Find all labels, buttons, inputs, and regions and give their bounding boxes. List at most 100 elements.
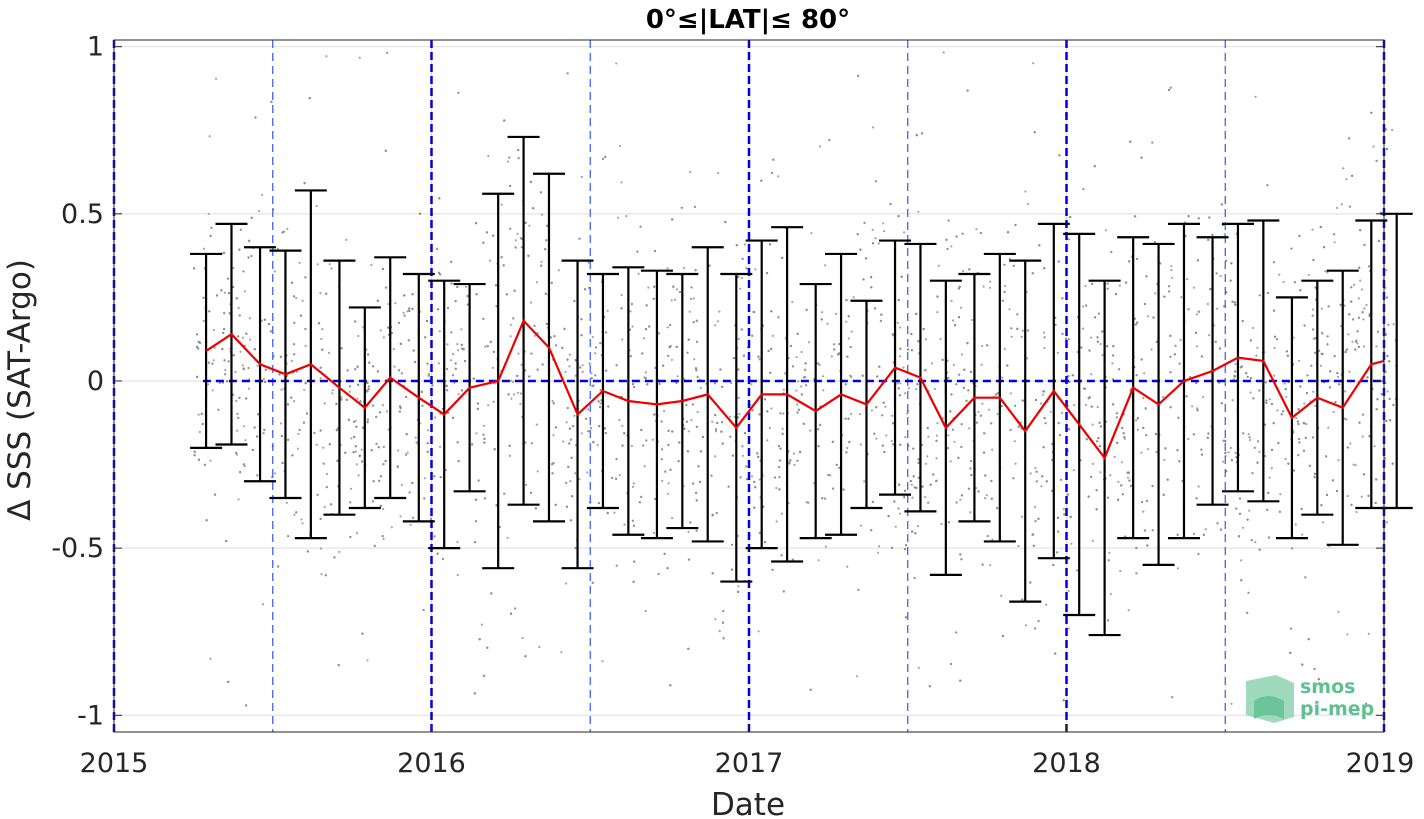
scatter-point — [966, 89, 969, 92]
scatter-point — [516, 232, 519, 235]
scatter-point — [795, 389, 798, 392]
scatter-point — [1336, 206, 1339, 210]
scatter-point — [370, 449, 373, 452]
scatter-point — [1185, 395, 1188, 398]
scatter-point — [1348, 313, 1351, 316]
scatter-point — [1301, 533, 1304, 536]
scatter-point — [561, 346, 564, 349]
scatter-point — [1084, 403, 1087, 406]
scatter-point — [264, 368, 267, 371]
scatter-point — [1312, 258, 1315, 262]
scatter-point — [335, 402, 338, 405]
scatter-point — [438, 197, 441, 200]
scatter-point — [594, 352, 597, 355]
scatter-point — [669, 684, 672, 687]
scatter-point — [1388, 397, 1391, 400]
scatter-point — [1329, 370, 1332, 373]
scatter-point — [1275, 338, 1278, 341]
scatter-point — [256, 364, 259, 367]
scatter-point — [645, 439, 648, 442]
scatter-point — [1014, 462, 1017, 465]
scatter-point — [1035, 480, 1038, 483]
scatter-point — [1045, 603, 1048, 606]
scatter-point — [519, 392, 523, 395]
scatter-point — [714, 428, 718, 431]
scatter-point — [337, 664, 340, 667]
scatter-point — [631, 485, 635, 488]
scatter-point — [986, 344, 989, 347]
scatter-point — [411, 481, 414, 485]
scatter-point — [319, 366, 322, 369]
scatter-point — [238, 314, 241, 317]
scatter-point — [460, 343, 463, 346]
scatter-point — [669, 468, 672, 471]
scatter-point — [315, 204, 318, 208]
scatter-point — [305, 412, 309, 415]
scatter-point — [546, 224, 549, 227]
scatter-point — [1168, 290, 1171, 293]
scatter-point — [1249, 377, 1252, 380]
scatter-point — [535, 423, 538, 426]
scatter-point — [1351, 174, 1354, 177]
scatter-point — [506, 536, 509, 539]
scatter-point — [778, 476, 781, 479]
scatter-point — [667, 492, 670, 495]
scatter-point — [936, 422, 939, 425]
scatter-point — [428, 372, 431, 375]
scatter-point — [915, 312, 918, 315]
scatter-point — [1251, 472, 1254, 475]
scatter-point — [721, 442, 724, 445]
scatter-point — [687, 430, 690, 433]
scatter-point — [807, 341, 811, 344]
scatter-point — [1021, 399, 1024, 402]
scatter-point — [731, 454, 735, 457]
scatter-point — [215, 294, 219, 297]
scatter-point — [1170, 269, 1173, 272]
scatter-point — [491, 366, 494, 369]
scatter-point — [667, 482, 670, 485]
scatter-point — [1091, 539, 1094, 543]
scatter-point — [483, 437, 486, 440]
scatter-point — [1268, 476, 1271, 479]
scatter-point — [849, 374, 852, 377]
scatter-point — [474, 498, 478, 501]
scatter-point — [1215, 272, 1218, 275]
scatter-point — [1392, 403, 1395, 407]
scatter-point — [766, 439, 769, 442]
scatter-point — [212, 328, 215, 332]
scatter-point — [1204, 528, 1207, 531]
scatter-point — [439, 476, 442, 479]
scatter-point — [675, 288, 679, 291]
scatter-point — [323, 505, 326, 509]
scatter-point — [699, 450, 703, 453]
scatter-point — [1314, 286, 1317, 289]
scatter-point — [1034, 466, 1037, 470]
scatter-point — [590, 372, 593, 375]
scatter-point — [596, 444, 599, 447]
scatter-point — [644, 371, 647, 374]
scatter-point — [221, 347, 224, 351]
scatter-point — [920, 132, 924, 135]
scatter-point — [859, 443, 862, 446]
scatter-point — [1135, 419, 1138, 422]
scatter-point — [1067, 589, 1070, 593]
scatter-point — [1108, 551, 1111, 555]
scatter-point — [695, 491, 698, 494]
scatter-point — [680, 206, 683, 209]
scatter-point — [1240, 365, 1243, 368]
scatter-point — [838, 352, 841, 355]
scatter-point — [1003, 263, 1006, 266]
scatter-point — [1385, 147, 1389, 151]
scatter-point — [1229, 446, 1232, 450]
scatter-point — [564, 370, 567, 373]
scatter-point — [739, 287, 742, 290]
scatter-point — [408, 309, 411, 312]
scatter-point — [809, 688, 812, 691]
scatter-point — [397, 321, 401, 324]
scatter-point — [453, 381, 456, 384]
scatter-point — [737, 368, 740, 371]
scatter-point — [1163, 295, 1166, 298]
scatter-point — [662, 364, 665, 367]
scatter-point — [899, 326, 902, 329]
scatter-point — [1385, 521, 1389, 524]
